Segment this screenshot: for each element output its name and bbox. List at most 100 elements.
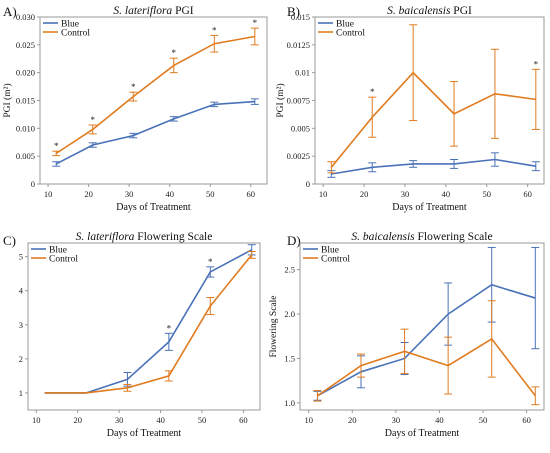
x-tick-label: 50 (479, 415, 488, 425)
panel-label: A) (3, 4, 17, 19)
x-tick-label: 10 (304, 415, 313, 425)
chart-panel-3: C) S. lateriflora Flowering Scale 1 2 3 4 5 10 2… (0, 231, 261, 439)
x-axis-label: Days of Treatment (116, 202, 191, 213)
y-tick-label: 4 (19, 286, 24, 296)
x-axis-label: Days of Treatment (392, 202, 467, 213)
chart-title-suffix: PGI (172, 5, 194, 17)
legend-label: Control (49, 255, 78, 265)
x-tick-label: 30 (115, 415, 124, 425)
chart-title: S. baicalensis PGI (387, 5, 472, 17)
chart-panel-1: A) S. lateriflora PGI 0 0.005 0.010 0.015 0.02… (2, 4, 268, 213)
x-tick-label: 40 (156, 415, 165, 425)
y-tick-label: 0.01 (295, 68, 310, 78)
series-control (313, 300, 540, 406)
x-axis-label: Days of Treatment (385, 428, 460, 439)
chart-panel-2: B) S. baicalensis PGI 0 0.0025 0.005 0.0075 0.… (275, 4, 545, 213)
chart-title-suffix: Flowering Scale (134, 231, 212, 243)
x-tick-label: 40 (165, 189, 174, 199)
chart-title-species: S. lateriflora (113, 5, 172, 17)
series-line (44, 249, 253, 394)
series-blue (44, 244, 256, 394)
chart-panel-4: D) S. baicalensis Flowering Scale 1.0 1.5 2.… (269, 231, 545, 439)
y-axis-label: Flowering Scale (0, 295, 1, 357)
series-line (330, 71, 536, 168)
x-tick-label: 10 (319, 189, 328, 199)
y-tick-label: 1.5 (284, 353, 295, 363)
y-tick-label: 0.005 (291, 123, 310, 133)
x-tick-label: 20 (73, 415, 82, 425)
plot-frame (314, 16, 545, 185)
series-line (55, 100, 255, 165)
x-tick-label: 60 (247, 189, 256, 199)
y-tick-label: 0.010 (16, 123, 35, 133)
x-tick-label: 50 (483, 189, 492, 199)
y-tick-label: 2.5 (284, 265, 295, 275)
panel-label: B) (287, 4, 300, 19)
plot-frame (39, 16, 268, 185)
x-tick-label: 20 (348, 415, 357, 425)
significance-asterisk: * (167, 323, 172, 333)
series-blue (313, 246, 540, 401)
significance-asterisk: * (172, 48, 177, 58)
series-blue (327, 152, 540, 178)
series-control (44, 251, 256, 394)
series-line (44, 254, 253, 394)
y-tick-label: 2 (19, 354, 23, 364)
panel-label: D) (287, 233, 301, 248)
chart-title-species: S. baicalensis (387, 5, 451, 17)
x-tick-label: 50 (198, 415, 207, 425)
x-axis-label: Days of Treatment (107, 428, 182, 439)
y-axis-label: PGI (m²) (2, 83, 13, 117)
chart-title: S. lateriflora PGI (113, 5, 193, 17)
y-tick-label: 0.0125 (287, 40, 310, 50)
y-tick-label: 2.0 (284, 309, 295, 319)
chart-title-suffix: Flowering Scale (415, 231, 493, 243)
chart-title-species: S. baicalensis (351, 231, 415, 243)
chart-title-suffix: PGI (450, 5, 472, 17)
y-tick-label: 0.0075 (287, 96, 310, 106)
x-tick-label: 30 (125, 189, 134, 199)
x-tick-label: 60 (522, 415, 531, 425)
series-line (317, 283, 536, 397)
y-tick-label: 0.025 (16, 40, 35, 50)
y-tick-label: 0 (306, 179, 310, 189)
series-control (327, 24, 540, 174)
chart-title-species: S. lateriflora (76, 231, 135, 243)
plot-frame (27, 242, 261, 411)
panel-label: C) (3, 233, 16, 248)
significance-asterisk: * (208, 257, 213, 267)
series-line (331, 158, 536, 175)
series-control (52, 27, 259, 157)
chart-title: S. lateriflora Flowering Scale (76, 231, 213, 243)
significance-asterisk: * (534, 59, 539, 69)
y-tick-label: 5 (19, 252, 23, 262)
y-tick-label: 0.030 (16, 12, 35, 22)
y-axis-label: Flowering Scale (269, 295, 279, 357)
legend-label: Blue (61, 20, 79, 30)
significance-asterisk: * (90, 115, 95, 125)
legend-label: Blue (336, 20, 354, 30)
x-tick-label: 60 (239, 415, 248, 425)
legend-label: Control (61, 29, 90, 39)
y-tick-label: 0.020 (16, 68, 35, 78)
series-line (316, 337, 536, 397)
series-line (55, 35, 255, 155)
y-axis-label: PGI (m²) (275, 83, 286, 117)
significance-asterisk: * (131, 82, 136, 92)
y-tick-label: 3 (19, 320, 23, 330)
y-tick-label: 0.015 (291, 12, 310, 22)
legend-label: Control (321, 255, 350, 265)
chart-title: S. baicalensis Flowering Scale (351, 231, 492, 243)
plot-frame (299, 242, 545, 411)
y-tick-label: 0.0025 (287, 151, 310, 161)
y-tick-label: 0.005 (16, 151, 35, 161)
y-tick-label: 1 (19, 388, 23, 398)
x-tick-label: 50 (206, 189, 215, 199)
x-tick-label: 10 (44, 189, 53, 199)
legend-label: Blue (49, 246, 67, 256)
